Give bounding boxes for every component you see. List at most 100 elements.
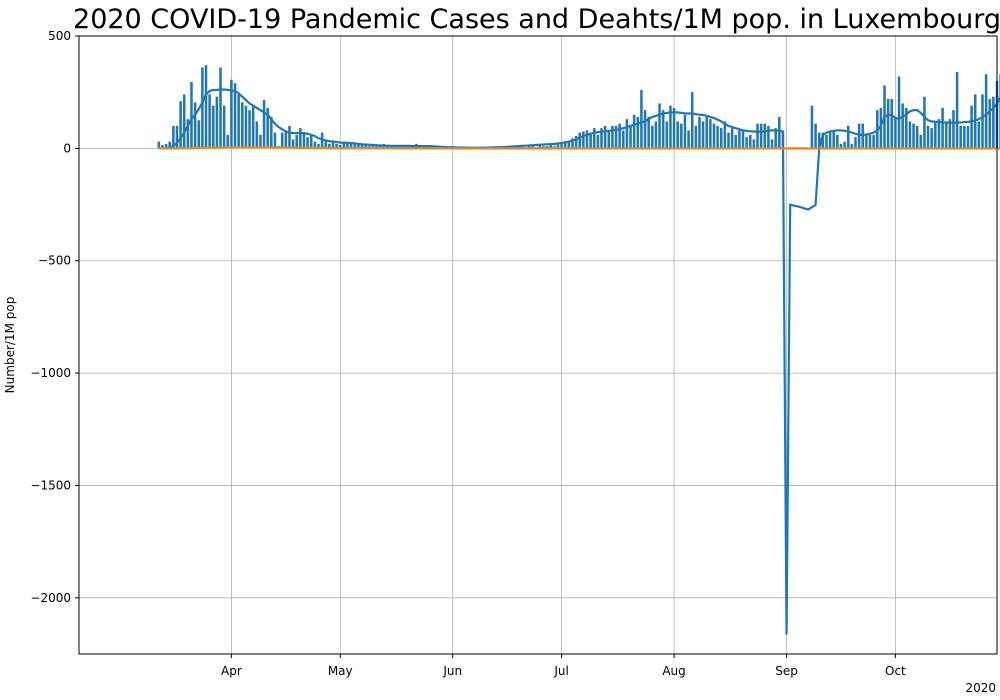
case-bar xyxy=(248,110,251,149)
case-bar xyxy=(592,128,596,149)
case-bar xyxy=(226,134,230,149)
case-bar xyxy=(879,107,883,149)
case-bar xyxy=(302,132,306,149)
case-bar xyxy=(259,134,262,149)
case-bar xyxy=(952,110,955,149)
case-bar xyxy=(313,141,317,149)
case-bar xyxy=(817,132,821,149)
case-bar xyxy=(705,116,708,149)
case-bar xyxy=(912,123,915,149)
case-bar xyxy=(306,137,309,149)
case-bar xyxy=(752,139,756,149)
x-axis: Apr May Jun Jul Aug Sep Oct xyxy=(221,654,906,678)
case-bar xyxy=(589,132,592,149)
case-bar xyxy=(190,82,193,149)
case-bar xyxy=(538,143,542,149)
case-bar xyxy=(172,125,175,149)
case-bar xyxy=(977,121,981,149)
case-bar xyxy=(266,107,269,149)
case-bar xyxy=(963,125,966,149)
case-bar xyxy=(211,105,215,149)
case-bar xyxy=(422,146,425,149)
y-tick-label: −1500 xyxy=(30,478,71,492)
case-bar xyxy=(690,92,694,149)
case-bar xyxy=(857,123,861,149)
chart-title: 2020 COVID-19 Pandemic Cases and Deahts/… xyxy=(73,4,1000,35)
case-bar xyxy=(563,142,567,149)
case-bar xyxy=(640,89,643,149)
case-bar xyxy=(984,74,988,149)
case-bar xyxy=(629,125,632,149)
case-bar xyxy=(371,144,375,149)
case-bar xyxy=(810,105,814,149)
case-bar xyxy=(636,116,640,149)
case-bar xyxy=(618,123,621,149)
case-bar xyxy=(273,132,277,149)
y-tick-label: −2000 xyxy=(30,591,71,605)
case-bar xyxy=(850,143,854,149)
case-bar xyxy=(168,141,171,149)
case-bar xyxy=(219,67,222,149)
case-bar xyxy=(262,100,266,149)
case-bar xyxy=(215,96,219,149)
case-bar xyxy=(839,143,843,149)
case-bar xyxy=(393,146,396,149)
case-bar xyxy=(727,132,730,149)
case-bar xyxy=(915,125,919,149)
y-tick-label: 500 xyxy=(48,29,71,43)
x-tick-label: Jun xyxy=(442,664,462,678)
x-tick-label: Apr xyxy=(221,664,242,678)
lines-layer xyxy=(158,88,1000,635)
case-bar xyxy=(886,98,890,149)
case-bar xyxy=(643,110,647,149)
case-bar xyxy=(400,146,404,149)
case-bar xyxy=(774,128,777,149)
case-bar xyxy=(658,103,661,149)
case-bar xyxy=(549,143,552,149)
case-bar xyxy=(378,144,382,149)
x-tick-label: Oct xyxy=(885,664,906,678)
case-bar xyxy=(745,137,748,149)
case-bar xyxy=(861,123,865,149)
case-bar xyxy=(966,125,970,149)
case-bar xyxy=(981,94,984,149)
case-bar xyxy=(426,146,429,149)
case-bar xyxy=(331,142,335,149)
case-bar xyxy=(919,134,923,149)
y-tick-label: −500 xyxy=(38,254,71,268)
case-bar xyxy=(661,110,665,149)
case-bar xyxy=(683,114,687,149)
case-bar xyxy=(251,104,255,149)
case-bar xyxy=(553,146,556,149)
case-bar xyxy=(669,105,672,149)
case-bar xyxy=(955,71,959,149)
x-tick-label: Jul xyxy=(553,664,568,678)
case-bar xyxy=(429,146,433,149)
y-tick-label: 0 xyxy=(63,141,71,155)
case-bar xyxy=(182,94,186,149)
x-axis-offset-label: 2020 xyxy=(965,681,996,695)
case-bar xyxy=(164,143,168,149)
case-bar xyxy=(756,123,759,149)
case-bar xyxy=(647,116,650,149)
case-bar xyxy=(244,105,248,149)
case-bar xyxy=(709,119,712,149)
case-bar xyxy=(309,134,313,149)
case-bar xyxy=(778,116,781,149)
case-bar xyxy=(578,132,581,149)
case-bar xyxy=(698,116,701,149)
case-bar xyxy=(193,102,197,149)
case-bar xyxy=(680,123,683,149)
case-bar xyxy=(632,114,636,149)
case-bar xyxy=(868,134,872,149)
plot-frame xyxy=(78,35,998,655)
case-bar xyxy=(712,123,716,149)
case-bar xyxy=(836,134,839,149)
case-bar xyxy=(901,103,904,149)
case-bar xyxy=(676,121,679,149)
case-bar xyxy=(759,123,763,149)
case-bar xyxy=(157,141,161,149)
case-bar xyxy=(186,119,190,149)
case-bar xyxy=(763,123,767,149)
case-bar xyxy=(284,130,288,149)
